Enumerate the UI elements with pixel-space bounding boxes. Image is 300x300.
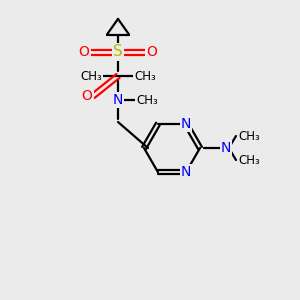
Text: CH₃: CH₃ xyxy=(238,130,260,142)
Text: N: N xyxy=(113,93,123,107)
Text: CH₃: CH₃ xyxy=(136,94,158,106)
Text: O: O xyxy=(79,45,89,59)
Text: N: N xyxy=(221,141,231,155)
Text: N: N xyxy=(181,117,191,131)
Text: CH₃: CH₃ xyxy=(238,154,260,166)
Text: O: O xyxy=(147,45,158,59)
Text: N: N xyxy=(181,165,191,179)
Text: O: O xyxy=(82,89,92,103)
Text: S: S xyxy=(113,44,123,59)
Text: CH₃: CH₃ xyxy=(80,70,102,83)
Text: CH₃: CH₃ xyxy=(134,70,156,83)
